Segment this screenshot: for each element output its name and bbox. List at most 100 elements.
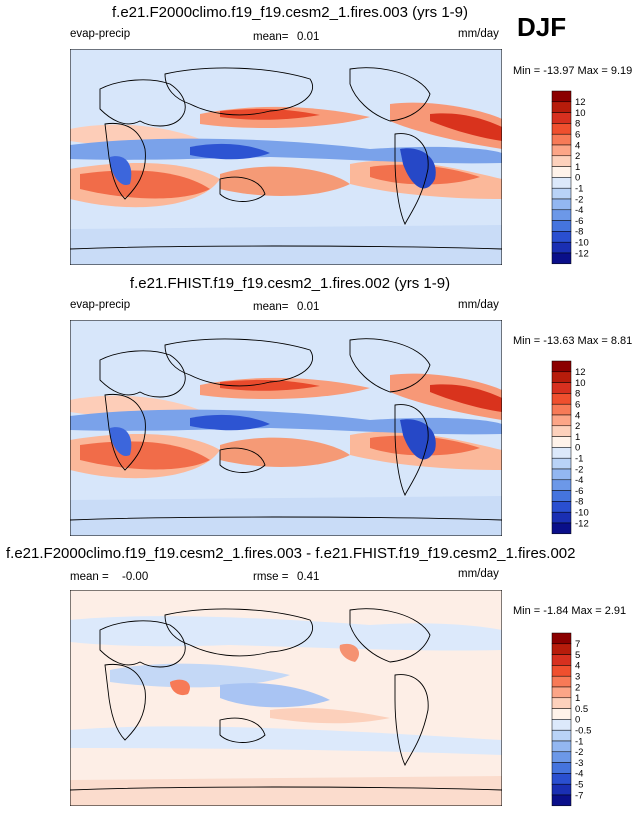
panel3-max-value: 2.91	[604, 605, 627, 617]
colorbar-swatch	[551, 252, 572, 265]
colorbar-swatch	[551, 729, 572, 742]
colorbar-swatch	[551, 762, 572, 774]
colorbar-swatch	[551, 686, 572, 699]
panel2-colorbar: 12 10 8 6 4 2 1 0 -1 -2 -4 -6 -8 -10 -12	[551, 360, 611, 536]
colorbar-swatch	[551, 632, 572, 645]
colorbar-tick-label: 2	[575, 151, 580, 162]
colorbar-tick-label: -1	[575, 736, 583, 747]
colorbar-tick-label: -2	[575, 464, 583, 475]
colorbar-swatch	[551, 177, 572, 189]
colorbar-tick-label: -8	[575, 497, 583, 508]
colorbar-tick-label: -8	[575, 227, 583, 238]
panel3-map	[70, 590, 502, 806]
colorbar-swatch	[551, 740, 572, 753]
colorbar-tick-label: 1	[575, 432, 580, 443]
colorbar-swatch	[551, 457, 572, 470]
colorbar-tick-label: 0	[575, 443, 580, 454]
colorbar-tick-label: -10	[575, 238, 589, 249]
panel1-max-label: Max =	[577, 65, 608, 77]
colorbar-swatch	[551, 501, 572, 513]
panel2-title: f.e21.FHIST.f19_f19.cesm2_1.fires.002 (y…	[129, 275, 451, 292]
colorbar-tick-label: -2	[575, 747, 583, 758]
colorbar-swatch	[551, 403, 572, 416]
colorbar-swatch	[551, 479, 572, 491]
colorbar-tick-label: 6	[575, 130, 580, 141]
colorbar-tick-label: -1	[575, 454, 583, 465]
colorbar-swatch	[551, 719, 572, 731]
colorbar-tick-label: 10	[575, 108, 586, 119]
colorbar-swatch	[551, 665, 572, 677]
panel1-mean-value: 0.01	[297, 31, 320, 43]
colorbar-swatch	[551, 123, 572, 135]
colorbar-swatch	[551, 220, 572, 232]
panel1-variable: evap-precip	[70, 28, 131, 40]
colorbar-tick-label: -6	[575, 216, 583, 227]
colorbar-tick-label: 12	[575, 97, 586, 108]
panel3-min-value: -1.84	[543, 605, 569, 617]
colorbar-tick-label: -2	[575, 194, 583, 205]
colorbar-swatch	[551, 675, 572, 688]
colorbar-swatch	[551, 783, 572, 796]
colorbar-tick-label: -4	[575, 205, 583, 216]
colorbar-swatch	[551, 144, 572, 157]
colorbar-swatch	[551, 382, 572, 394]
colorbar-swatch	[551, 490, 572, 502]
colorbar-swatch	[551, 231, 572, 243]
colorbar-tick-label: -4	[575, 769, 583, 780]
colorbar-tick-label: -5	[575, 780, 583, 791]
colorbar-tick-label: 2	[575, 682, 580, 693]
panel1-title: f.e21.F2000climo.f19_f19.cesm2_1.fires.0…	[111, 4, 468, 21]
panel2-units: mm/day	[458, 299, 499, 311]
panel3-mean-value: -0.00	[122, 571, 149, 583]
panel1-map	[70, 49, 502, 265]
colorbar-swatch	[551, 371, 572, 383]
panel2-minmax: Min = -13.63 Max = 8.81	[513, 335, 632, 347]
colorbar-swatch	[551, 654, 572, 666]
colorbar-tick-label: -7	[575, 790, 583, 801]
colorbar-tick-label: -4	[575, 475, 583, 486]
colorbar-swatch	[551, 708, 572, 720]
colorbar-swatch	[551, 697, 572, 709]
colorbar-swatch	[551, 468, 572, 481]
season-label: DJF	[517, 12, 567, 42]
colorbar-tick-label: 6	[575, 400, 580, 411]
panel2-min-value: -13.63	[543, 335, 575, 347]
colorbar-swatch	[551, 90, 572, 103]
colorbar-tick-label: 5	[575, 650, 580, 661]
panel3-title: f.e21.F2000climo.f19_f19.cesm2_1.fires.0…	[6, 545, 576, 562]
colorbar-tick-label: 10	[575, 378, 586, 389]
colorbar-swatch	[551, 425, 572, 437]
panel1-mean-label: mean=	[253, 31, 289, 43]
panel2-min-label: Min =	[513, 335, 541, 347]
colorbar-tick-label: 12	[575, 367, 586, 378]
colorbar-tick-label: 1	[575, 693, 580, 704]
colorbar-tick-label: 8	[575, 389, 580, 400]
panel2-variable: evap-precip	[70, 299, 131, 311]
colorbar-tick-label: 8	[575, 119, 580, 130]
panel1-minmax: Min = -13.97 Max = 9.19	[513, 65, 632, 77]
colorbar-tick-label: 1	[575, 162, 580, 173]
panel1-min-label: Min =	[513, 65, 541, 77]
colorbar-tick-label: 3	[575, 672, 580, 683]
panel2-mean-value: 0.01	[297, 301, 320, 313]
colorbar-tick-label: 0	[575, 173, 580, 184]
colorbar-tick-label: 4	[575, 140, 580, 151]
colorbar-swatch	[551, 643, 572, 655]
panel3-colorbar: 7 5 4 3 2 1 0.5 0 -0.5 -1 -2 -3 -4 -5 -7	[551, 632, 611, 808]
colorbar-tick-label: -10	[575, 508, 589, 519]
colorbar-swatch	[551, 133, 572, 146]
panel1-min-value: -13.97	[543, 65, 575, 77]
colorbar-swatch	[551, 112, 572, 124]
colorbar-swatch	[551, 447, 572, 459]
colorbar-swatch	[551, 511, 572, 524]
colorbar-tick-label: 7	[575, 639, 580, 650]
colorbar-swatch	[551, 773, 572, 785]
panel1-colorbar: 12 10 8 6 4 2 1 0 -1 -2 -4 -6 -8 -10 -12	[551, 90, 611, 266]
colorbar-tick-label: -1	[575, 184, 583, 195]
panel3-min-label: Min =	[513, 605, 541, 617]
colorbar-tick-label: 0.5	[575, 704, 588, 715]
panel3-units: mm/day	[458, 568, 499, 580]
panel2-mean-label: mean=	[253, 301, 289, 313]
panel2-map	[70, 320, 502, 536]
colorbar-swatch	[551, 751, 572, 763]
